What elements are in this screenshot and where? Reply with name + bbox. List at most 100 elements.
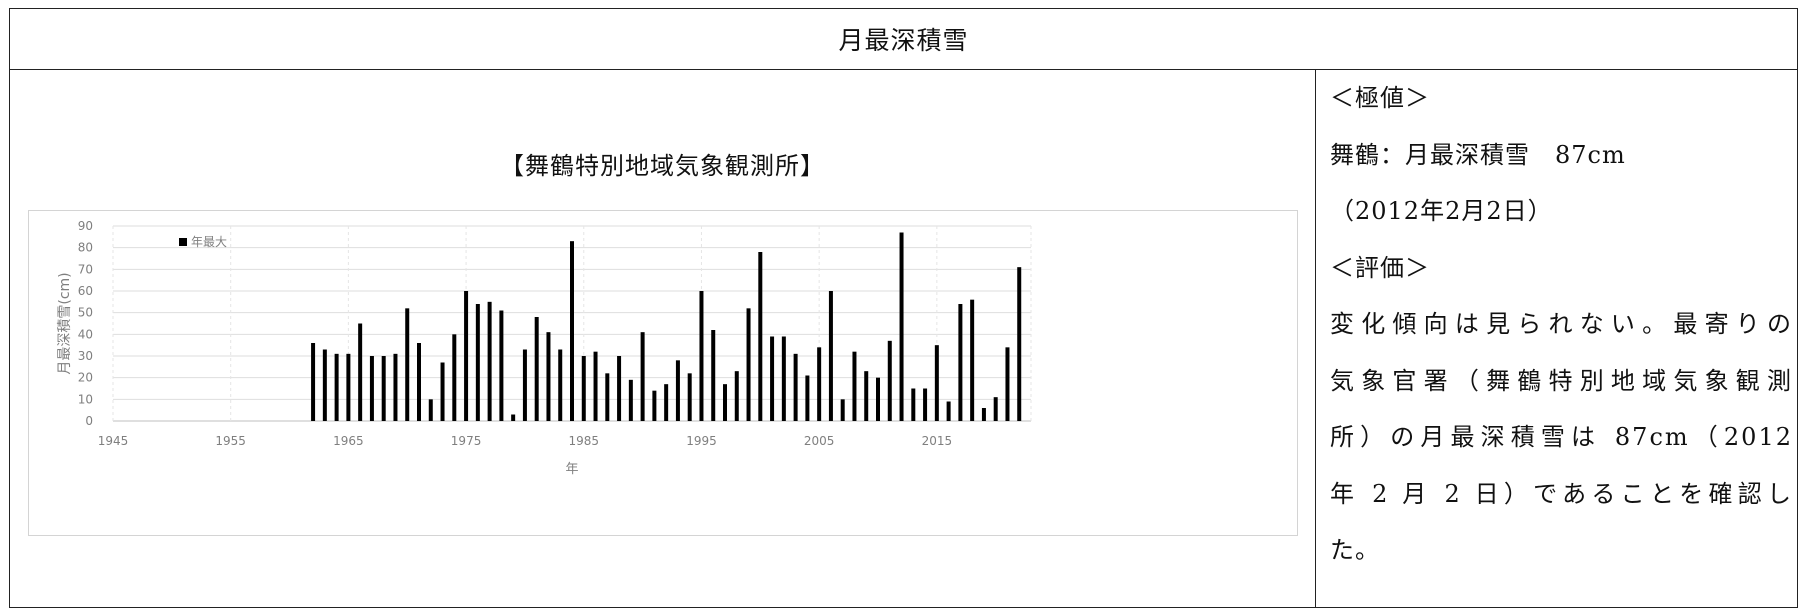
station-title: 【舞鶴特別地域気象観測所】 bbox=[500, 152, 825, 180]
y-tick-label: 50 bbox=[78, 306, 93, 320]
note-line: （2012年2月2日） bbox=[1330, 197, 1553, 225]
bar bbox=[805, 375, 810, 421]
bar bbox=[546, 332, 551, 421]
x-axis-label: 年 bbox=[565, 462, 578, 477]
bar bbox=[852, 351, 857, 421]
note-line: ＜極値＞ bbox=[1330, 84, 1430, 112]
bar bbox=[605, 373, 610, 421]
note-line: た。 bbox=[1330, 536, 1380, 564]
bar bbox=[369, 356, 374, 421]
bar bbox=[475, 304, 480, 421]
bar bbox=[887, 340, 892, 421]
bar bbox=[734, 371, 739, 421]
chart-cell: 【舞鶴特別地域気象観測所】 0 10 20 30 40 50 60 70 80 90 1945 195… bbox=[10, 70, 1316, 607]
bar bbox=[334, 353, 339, 421]
bar bbox=[923, 388, 928, 421]
x-tick-label: 2005 bbox=[804, 434, 835, 448]
notes-text: ＜極値＞ 舞鶴：月最深積雪 87cm （2012年2月2日） ＜評価＞ 変化傾向は見られ… bbox=[1330, 70, 1793, 579]
bar bbox=[322, 349, 327, 421]
y-tick-label: 70 bbox=[78, 262, 93, 276]
bar bbox=[723, 384, 727, 421]
bar bbox=[970, 299, 975, 421]
bar bbox=[876, 377, 880, 421]
bar bbox=[464, 291, 469, 421]
table-frame: 月最深積雪 【舞鶴特別地域気象観測所】 0 10 20 30 40 50 60 70 80 90 1… bbox=[9, 8, 1798, 608]
bar bbox=[428, 399, 433, 421]
bar bbox=[781, 336, 786, 421]
bar bbox=[981, 408, 986, 421]
legend-swatch bbox=[179, 238, 187, 246]
bar bbox=[405, 308, 410, 421]
bar bbox=[934, 345, 939, 421]
x-tick-label: 1945 bbox=[98, 434, 129, 448]
bar bbox=[570, 241, 574, 421]
bar-chart: 0 10 20 30 40 50 60 70 80 90 1945 1955 1965 1975 1985 1… bbox=[57, 219, 1032, 477]
bar bbox=[581, 356, 586, 421]
bar bbox=[311, 343, 316, 421]
bar bbox=[534, 317, 539, 421]
note-line: 舞鶴：月最深積雪 87cm bbox=[1330, 140, 1626, 169]
bar bbox=[558, 349, 563, 421]
bar bbox=[593, 351, 598, 421]
bar bbox=[699, 291, 704, 421]
x-tick-label: 1995 bbox=[686, 434, 717, 448]
bar bbox=[687, 373, 692, 421]
bar bbox=[617, 356, 622, 421]
bar bbox=[1005, 347, 1010, 421]
x-tick-label: 1955 bbox=[215, 434, 246, 448]
bar bbox=[393, 353, 398, 421]
bar bbox=[711, 330, 716, 421]
bar bbox=[628, 379, 633, 421]
legend-label: 年最大 bbox=[191, 235, 227, 249]
bar bbox=[664, 384, 669, 421]
y-tick-label: 80 bbox=[78, 241, 93, 255]
x-tick-label: 1985 bbox=[568, 434, 599, 448]
bar bbox=[652, 390, 657, 421]
bar bbox=[840, 399, 845, 421]
y-tick-label: 60 bbox=[78, 284, 93, 298]
bar bbox=[746, 308, 751, 421]
note-line: 所）の月最深積雪は 87cm（2012 bbox=[1330, 423, 1793, 451]
bar bbox=[346, 353, 351, 421]
bar bbox=[793, 353, 798, 421]
bar bbox=[487, 301, 492, 421]
y-tick-label: 10 bbox=[78, 392, 93, 406]
bar bbox=[770, 336, 775, 421]
bar bbox=[1017, 267, 1022, 421]
y-tick-label: 0 bbox=[85, 414, 93, 428]
x-tick-label: 1965 bbox=[333, 434, 364, 448]
bar bbox=[946, 401, 951, 421]
y-tick-label: 30 bbox=[78, 349, 93, 363]
x-tick-label: 2015 bbox=[922, 434, 953, 448]
bar bbox=[511, 414, 516, 421]
bar bbox=[499, 310, 504, 421]
table-header: 月最深積雪 bbox=[10, 9, 1797, 70]
note-line: 年 2 月 2 日）であることを確認し bbox=[1330, 479, 1793, 508]
note-line: 気象官署（舞鶴特別地域気象観測 bbox=[1330, 366, 1793, 395]
bar bbox=[522, 349, 527, 421]
header-title: 月最深積雪 bbox=[838, 26, 969, 55]
chart-area: 0 10 20 30 40 50 60 70 80 90 1945 1955 1965 1975 1985 1… bbox=[28, 210, 1298, 536]
bar bbox=[864, 371, 869, 421]
bar bbox=[899, 232, 904, 421]
bar bbox=[758, 252, 763, 421]
y-tick-label: 20 bbox=[78, 371, 93, 385]
bar bbox=[452, 334, 457, 421]
bar bbox=[440, 362, 445, 421]
notes-cell: ＜極値＞ 舞鶴：月最深積雪 87cm （2012年2月2日） ＜評価＞ 変化傾向は見られ… bbox=[1316, 70, 1797, 607]
bar bbox=[358, 323, 363, 421]
bar bbox=[911, 388, 916, 421]
note-line: ＜評価＞ bbox=[1330, 253, 1430, 282]
y-tick-label: 40 bbox=[78, 327, 93, 341]
bar bbox=[817, 347, 822, 421]
bar bbox=[828, 291, 833, 421]
bar bbox=[675, 360, 680, 421]
note-line: 変化傾向は見られない。最寄りの bbox=[1330, 310, 1793, 338]
bar bbox=[381, 356, 386, 421]
y-tick-label: 90 bbox=[78, 219, 93, 233]
y-axis-label: 月最深積雪(cm) bbox=[57, 272, 73, 374]
bar bbox=[417, 343, 421, 421]
bar bbox=[958, 304, 963, 421]
bar bbox=[993, 397, 998, 421]
bar bbox=[640, 332, 645, 421]
